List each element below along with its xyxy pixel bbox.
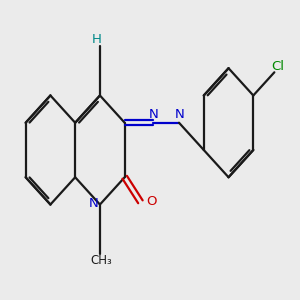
Text: O: O [146,195,157,208]
Text: N: N [175,108,184,121]
Text: N: N [88,197,98,210]
Text: N: N [149,108,159,121]
Text: H: H [92,33,102,46]
Text: CH₃: CH₃ [91,254,112,267]
Text: Cl: Cl [271,60,284,73]
